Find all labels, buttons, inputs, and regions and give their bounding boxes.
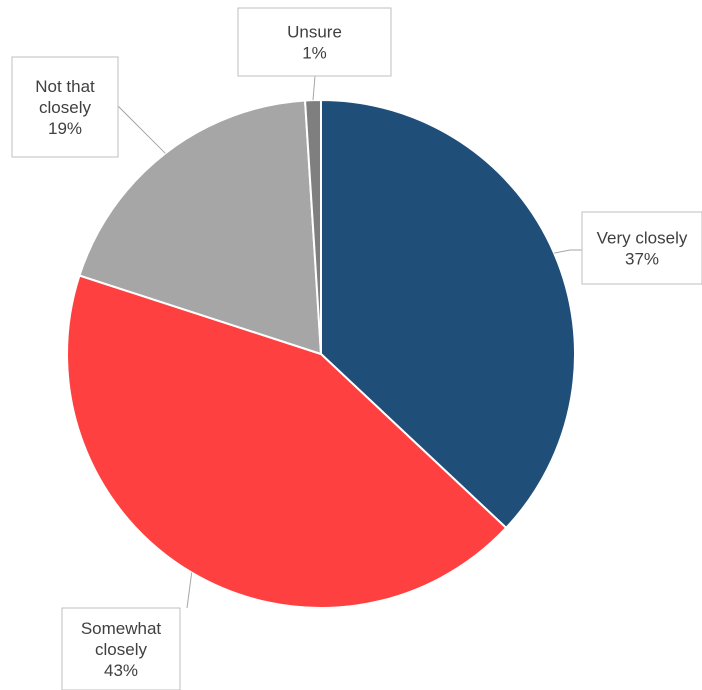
leader-line-unsure — [312, 75, 316, 101]
leader-line-somewhat-closely — [186, 572, 193, 609]
data-label-value: 43% — [104, 661, 138, 680]
pie-slice-very-closely — [320, 98, 576, 530]
data-label-box — [11, 56, 119, 158]
data-label-value: 1% — [302, 43, 327, 62]
leader-line-not-that-closely — [117, 105, 166, 154]
data-label-unsure: Unsure 1% — [237, 7, 392, 77]
leader-lines — [117, 75, 582, 609]
data-label-category: closely — [95, 640, 147, 659]
pie-slice-unsure — [303, 98, 322, 355]
data-label-box — [581, 211, 702, 285]
data-label-category: Unsure — [287, 22, 342, 41]
data-label-somewhat-closely: Somewhat closely 43% — [61, 607, 181, 690]
pie-slices — [66, 98, 576, 609]
data-label-value: 37% — [625, 249, 659, 268]
slice-labels: Very closely 37% Somewhat closely 43% Not tha… — [11, 7, 702, 690]
data-label-box — [237, 7, 392, 77]
data-label-category: closely — [39, 98, 91, 117]
data-label-very-closely: Very closely 37% — [581, 211, 702, 285]
data-label-value: 19% — [48, 119, 82, 138]
data-label-box — [61, 607, 181, 690]
data-label-not-that-closely: Not that closely 19% — [11, 56, 119, 158]
data-label-category: Very closely — [597, 228, 688, 247]
pie-slice-not-that-closely — [78, 99, 323, 356]
leader-line-very-closely — [554, 249, 582, 254]
data-label-category: Not that — [35, 77, 95, 96]
data-label-category: Somewhat — [81, 619, 162, 638]
